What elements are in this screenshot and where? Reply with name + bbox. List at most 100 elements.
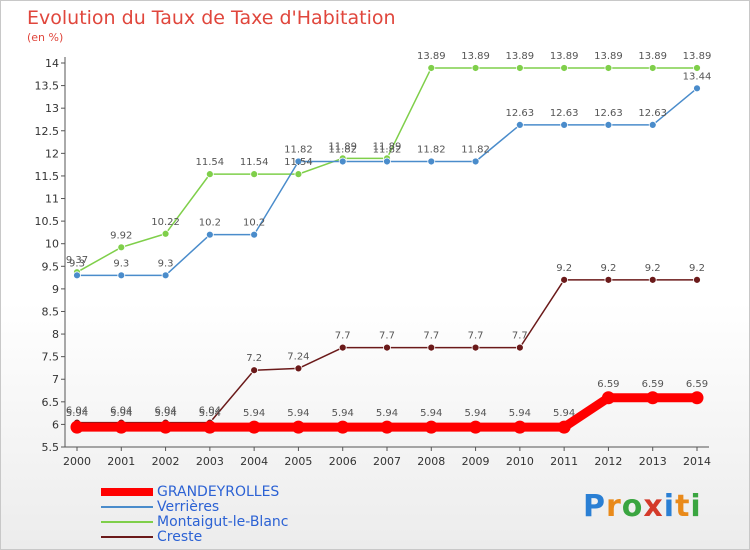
data-label: 7.2 bbox=[246, 353, 262, 364]
data-label: 11.82 bbox=[284, 144, 313, 155]
data-label: 13.89 bbox=[506, 51, 535, 62]
y-tick-label: 7 bbox=[52, 373, 59, 386]
data-point bbox=[648, 64, 657, 72]
y-tick-label: 10.5 bbox=[35, 215, 60, 228]
data-label: 6.04 bbox=[154, 406, 176, 417]
data-point bbox=[250, 170, 259, 179]
data-point bbox=[159, 420, 173, 434]
data-label: 7.24 bbox=[287, 351, 309, 362]
data-point bbox=[294, 170, 303, 179]
data-point bbox=[693, 84, 701, 93]
data-label: 11.54 bbox=[240, 157, 269, 168]
data-point bbox=[336, 420, 350, 434]
y-tick-label: 6 bbox=[52, 418, 59, 431]
y-tick-label: 8 bbox=[52, 328, 59, 341]
data-point bbox=[70, 420, 84, 434]
data-point bbox=[560, 275, 569, 284]
data-label: 9.2 bbox=[645, 263, 661, 274]
data-point bbox=[380, 420, 394, 434]
data-point bbox=[646, 391, 660, 405]
data-label: 6.04 bbox=[199, 406, 221, 417]
data-label: 6.59 bbox=[597, 379, 619, 390]
data-label: 13.89 bbox=[594, 51, 623, 62]
data-label: 5.94 bbox=[332, 408, 354, 419]
data-point bbox=[560, 120, 569, 129]
data-point bbox=[604, 120, 613, 129]
data-point bbox=[383, 343, 391, 352]
data-label: 5.94 bbox=[287, 408, 309, 419]
data-point bbox=[557, 420, 571, 434]
data-label: 9.2 bbox=[689, 263, 705, 274]
data-point bbox=[471, 64, 480, 72]
data-label: 10.2 bbox=[243, 218, 265, 229]
y-tick-label: 12.5 bbox=[35, 125, 60, 138]
data-point bbox=[338, 157, 347, 166]
data-point bbox=[205, 230, 214, 239]
x-tick-label: 2009 bbox=[462, 455, 490, 468]
data-label: 5.94 bbox=[243, 408, 265, 419]
data-label: 11.89 bbox=[328, 141, 357, 152]
x-tick-label: 2010 bbox=[506, 455, 534, 468]
data-label: 5.94 bbox=[110, 408, 132, 419]
data-label: 5.94 bbox=[420, 408, 442, 419]
data-label: 12.63 bbox=[550, 108, 579, 119]
x-tick-label: 2003 bbox=[196, 455, 224, 468]
data-label: 5.94 bbox=[509, 408, 531, 419]
data-label: 7.7 bbox=[468, 331, 484, 342]
data-point bbox=[73, 271, 81, 280]
legend-swatch bbox=[101, 506, 153, 508]
data-point bbox=[693, 64, 701, 72]
series-line-2 bbox=[76, 67, 697, 273]
y-tick-label: 13 bbox=[45, 102, 59, 115]
data-point bbox=[515, 64, 524, 72]
data-label: 13.89 bbox=[417, 51, 446, 62]
data-point bbox=[294, 364, 303, 373]
data-label: 12.63 bbox=[506, 108, 535, 119]
x-tick-label: 2000 bbox=[63, 455, 91, 468]
x-tick-label: 2007 bbox=[373, 455, 401, 468]
chart-subtitle: (en %) bbox=[27, 31, 64, 44]
data-point bbox=[424, 420, 438, 434]
data-point bbox=[294, 157, 303, 166]
legend-swatch bbox=[101, 536, 153, 538]
data-point bbox=[161, 271, 170, 280]
data-label: 11.82 bbox=[461, 144, 490, 155]
data-point bbox=[247, 420, 261, 434]
data-label: 11.82 bbox=[328, 144, 357, 155]
data-label: 9.2 bbox=[600, 263, 616, 274]
y-tick-label: 14 bbox=[45, 57, 59, 70]
data-label: 9.3 bbox=[113, 258, 129, 269]
data-label: 12.63 bbox=[638, 108, 667, 119]
data-point bbox=[560, 64, 569, 72]
x-tick-label: 2008 bbox=[417, 455, 445, 468]
data-point bbox=[604, 64, 613, 72]
legend-label: Montaigut-le-Blanc bbox=[157, 514, 289, 530]
y-tick-label: 13.5 bbox=[35, 80, 60, 93]
data-point bbox=[515, 120, 524, 129]
y-tick-label: 12 bbox=[45, 147, 59, 160]
data-label: 11.54 bbox=[196, 157, 225, 168]
data-point bbox=[427, 64, 436, 72]
x-tick-label: 2013 bbox=[639, 455, 667, 468]
legend-label: Creste bbox=[157, 529, 203, 545]
data-label: 9.3 bbox=[69, 258, 85, 269]
data-point bbox=[291, 420, 305, 434]
x-tick-label: 2012 bbox=[594, 455, 622, 468]
data-point bbox=[693, 275, 701, 284]
data-point bbox=[250, 230, 259, 239]
x-tick-label: 2005 bbox=[284, 455, 312, 468]
x-tick-label: 2006 bbox=[329, 455, 357, 468]
data-label: 9.92 bbox=[110, 230, 132, 241]
data-label: 7.7 bbox=[423, 331, 439, 342]
data-point bbox=[515, 343, 524, 352]
data-label: 10.2 bbox=[199, 218, 221, 229]
y-tick-label: 9 bbox=[52, 283, 59, 296]
data-label: 5.94 bbox=[553, 408, 575, 419]
data-point bbox=[471, 157, 480, 166]
y-tick-label: 11.5 bbox=[35, 170, 60, 183]
x-tick-label: 2011 bbox=[550, 455, 578, 468]
y-tick-label: 9.5 bbox=[42, 260, 60, 273]
data-point bbox=[427, 157, 436, 166]
